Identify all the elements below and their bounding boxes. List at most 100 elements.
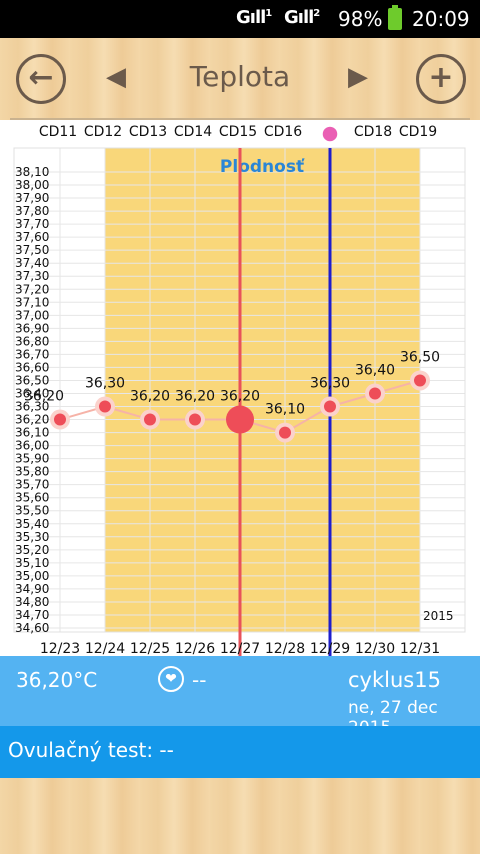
temperature-point[interactable]: [144, 413, 156, 426]
y-tick-label: 36,50: [15, 373, 49, 387]
y-tick-label: 37,70: [15, 217, 49, 231]
year-label: 2015: [423, 609, 454, 623]
x-date-label: 12/27: [220, 641, 260, 656]
y-tick-label: 38,10: [15, 165, 49, 179]
clock: 20:09: [412, 7, 470, 31]
temperature-point[interactable]: [54, 413, 66, 426]
y-tick-label: 38,00: [15, 178, 49, 192]
temperature-value-label: 36,20: [24, 389, 64, 405]
temperature-value-label: 36,30: [310, 376, 350, 392]
ovulation-marker-icon[interactable]: [321, 125, 339, 143]
y-tick-label: 37,60: [15, 230, 49, 244]
heart-circle-icon[interactable]: ❤: [158, 666, 184, 692]
y-tick-label: 36,60: [15, 360, 49, 374]
x-date-label: 12/30: [355, 641, 395, 656]
x-date-label: 12/31: [400, 641, 440, 656]
cycle-day-label: CD12: [84, 124, 122, 140]
triangle-left-icon: ◀: [106, 62, 126, 92]
y-tick-label: 35,80: [15, 465, 49, 479]
temperature-point[interactable]: [324, 400, 336, 413]
ovulation-test-label: Ovulačný test: --: [8, 738, 174, 762]
x-date-label: 12/23: [40, 641, 80, 656]
cycle-day-label: CD19: [399, 124, 437, 140]
cycle-label: cyklus15: [348, 668, 441, 692]
temperature-point[interactable]: [369, 387, 381, 400]
temperature-chart-panel[interactable]: CD11 CD12 CD13 CD14 CD15 CD16 CD18 CD19 Plodnosť…: [0, 120, 480, 657]
y-tick-label: 34,60: [15, 621, 49, 635]
y-tick-label: 36,00: [15, 439, 49, 453]
page-title: Teplota: [189, 60, 291, 93]
battery-percent: 98%: [338, 7, 383, 31]
y-tick-label: 36,90: [15, 321, 49, 335]
header: ← ◀ Teplota ▶ +: [0, 38, 480, 120]
y-tick-label: 34,80: [15, 595, 49, 609]
header-divider: [10, 118, 470, 120]
temperature-value-label: 36,30: [85, 376, 125, 392]
y-tick-label: 35,10: [15, 556, 49, 570]
y-tick-label: 37,50: [15, 243, 49, 257]
y-tick-label: 35,00: [15, 569, 49, 583]
status-bar: Gıll1 Gıll2 98% 20:09: [0, 0, 480, 38]
x-date-label: 12/29: [310, 641, 350, 656]
signal-1-icon: Gıll1: [236, 7, 272, 28]
y-tick-label: 37,00: [15, 308, 49, 322]
y-tick-label: 35,20: [15, 543, 49, 557]
cycle-day-label: CD15: [219, 124, 257, 140]
y-tick-label: 36,70: [15, 347, 49, 361]
heart-value: --: [192, 668, 207, 692]
y-tick-label: 35,50: [15, 504, 49, 518]
y-tick-label: 37,10: [15, 295, 49, 309]
triangle-right-icon: ▶: [348, 62, 368, 92]
info-bar: 36,20°C ❤ -- cyklus15 ne, 27 dec 2015: [0, 656, 480, 738]
x-date-label: 12/25: [130, 641, 170, 656]
temperature-point[interactable]: [279, 426, 291, 439]
back-button[interactable]: ←: [16, 54, 66, 104]
temperature-value-label: 36,10: [265, 402, 305, 418]
y-tick-label: 35,70: [15, 478, 49, 492]
y-tick-label: 34,70: [15, 608, 49, 622]
fertile-label: Plodnosť: [220, 157, 305, 177]
y-tick-label: 36,20: [15, 413, 49, 427]
y-tick-label: 36,30: [15, 400, 49, 414]
y-tick-label: 35,40: [15, 517, 49, 531]
temperature-chart[interactable]: CD11 CD12 CD13 CD14 CD15 CD16 CD18 CD19 Plodnosť…: [0, 120, 480, 657]
y-tick-label: 37,90: [15, 191, 49, 205]
back-arrow-circle-icon: ←: [28, 60, 54, 95]
y-tick-label: 34,90: [15, 582, 49, 596]
y-tick-label: 36,10: [15, 426, 49, 440]
temperature-value-label: 36,20: [220, 389, 260, 405]
temperature-value-label: 36,20: [175, 389, 215, 405]
ovulation-test-bar[interactable]: Ovulačný test: --: [0, 726, 480, 778]
cycle-day-label: CD18: [354, 124, 392, 140]
next-button[interactable]: ▶: [348, 62, 368, 92]
x-date-label: 12/26: [175, 641, 215, 656]
y-tick-label: 35,90: [15, 452, 49, 466]
temperature-value: 36,20°C: [16, 668, 98, 692]
temperature-value-label: 36,20: [130, 389, 170, 405]
y-tick-label: 37,40: [15, 256, 49, 270]
cycle-day-label: CD16: [264, 124, 302, 140]
y-tick-label: 37,80: [15, 204, 49, 218]
y-tick-label: 37,20: [15, 282, 49, 296]
x-date-label: 12/24: [85, 641, 125, 656]
y-tick-label: 36,40: [15, 386, 49, 400]
temperature-point[interactable]: [189, 413, 201, 426]
x-date-label: 12/28: [265, 641, 305, 656]
add-button[interactable]: +: [416, 54, 466, 104]
battery-icon: [388, 5, 402, 30]
temperature-point[interactable]: [99, 400, 111, 413]
y-tick-label: 36,80: [15, 334, 49, 348]
y-tick-label: 35,60: [15, 491, 49, 505]
plus-circle-icon: +: [428, 60, 454, 95]
cycle-day-label: CD14: [174, 124, 212, 140]
temperature-value-label: 36,50: [400, 349, 440, 365]
prev-button[interactable]: ◀: [106, 62, 126, 92]
temperature-value-label: 36,40: [355, 362, 395, 378]
y-tick-label: 35,30: [15, 530, 49, 544]
cycle-day-label: CD11: [39, 124, 77, 140]
signal-2-icon: Gıll2: [284, 7, 320, 28]
cycle-day-label: CD13: [129, 124, 167, 140]
temperature-point-selected[interactable]: [226, 405, 254, 434]
temperature-point[interactable]: [414, 374, 426, 387]
y-tick-label: 37,30: [15, 269, 49, 283]
